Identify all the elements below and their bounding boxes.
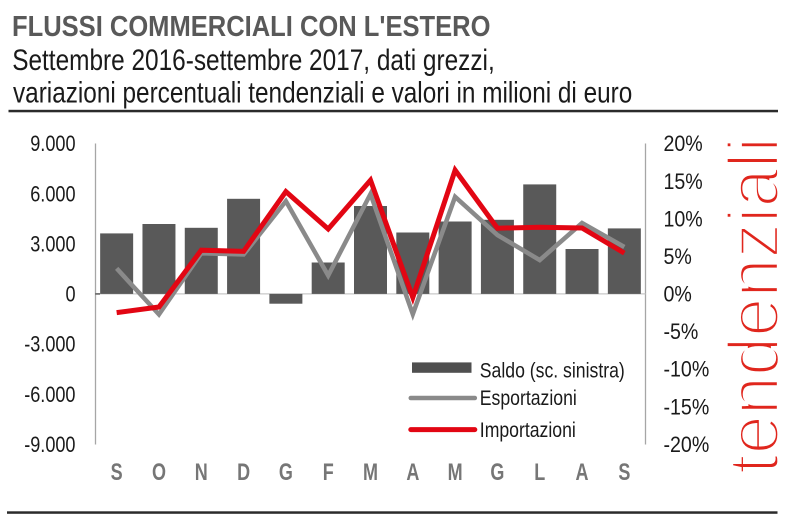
svg-text:10%: 10%: [664, 207, 703, 231]
svg-text:-15%: -15%: [664, 395, 710, 419]
svg-text:M: M: [363, 459, 378, 485]
svg-text:6.000: 6.000: [30, 183, 75, 207]
svg-text:-20%: -20%: [664, 433, 710, 457]
svg-text:S: S: [618, 459, 630, 485]
svg-text:-6.000: -6.000: [24, 383, 75, 407]
svg-text:15%: 15%: [664, 170, 703, 194]
svg-text:S: S: [111, 459, 123, 485]
svg-text:Esportazioni: Esportazioni: [480, 386, 577, 410]
svg-text:Settembre 2016-settembre 2017,: Settembre 2016-settembre 2017, dati grez…: [12, 43, 495, 77]
svg-text:D: D: [237, 459, 250, 485]
svg-text:G: G: [279, 459, 293, 485]
svg-text:N: N: [195, 459, 208, 485]
svg-text:-9.000: -9.000: [24, 433, 75, 457]
svg-text:-5%: -5%: [664, 320, 699, 344]
svg-text:variazioni percentuali tendenz: variazioni percentuali tendenziali e val…: [13, 75, 632, 109]
svg-text:Importazioni: Importazioni: [480, 419, 576, 443]
svg-text:-10%: -10%: [664, 358, 710, 382]
svg-text:A: A: [406, 459, 419, 485]
svg-text:L: L: [534, 459, 545, 485]
svg-text:0%: 0%: [664, 283, 692, 307]
svg-text:G: G: [490, 459, 504, 485]
svg-text:O: O: [152, 459, 166, 485]
svg-text:FLUSSI COMMERCIALI CON L'ESTER: FLUSSI COMMERCIALI CON L'ESTERO: [12, 10, 490, 43]
svg-text:F: F: [323, 459, 334, 485]
svg-text:tendenziali: tendenziali: [715, 137, 795, 474]
svg-text:Saldo (sc. sinistra): Saldo (sc. sinistra): [480, 359, 625, 383]
svg-text:A: A: [576, 459, 589, 485]
svg-text:0: 0: [65, 283, 75, 307]
svg-text:3.000: 3.000: [30, 233, 75, 257]
svg-text:-3.000: -3.000: [24, 333, 75, 357]
svg-text:20%: 20%: [664, 132, 703, 156]
svg-text:9.000: 9.000: [30, 133, 75, 157]
svg-text:M: M: [448, 459, 463, 485]
svg-text:5%: 5%: [664, 245, 692, 269]
